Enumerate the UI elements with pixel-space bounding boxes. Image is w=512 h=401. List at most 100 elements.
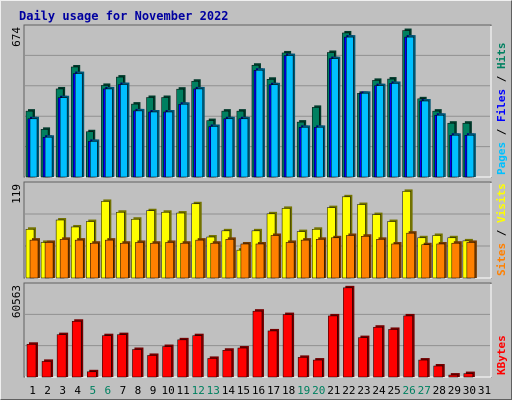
legend-kbytes: KBytes	[495, 335, 508, 375]
x-tick-label: 16	[252, 384, 265, 397]
bar-kbytes	[358, 335, 370, 378]
bar-kbytes	[207, 356, 219, 378]
bar-sites	[255, 241, 266, 279]
bar-kbytes	[403, 313, 415, 378]
x-tick-label: 23	[357, 384, 370, 397]
bar-pages	[150, 110, 160, 178]
bar-pages	[90, 139, 100, 178]
x-tick-label: 4	[74, 384, 81, 397]
legend-entry: Files	[495, 89, 508, 122]
bar-pages	[300, 125, 311, 178]
legend-entry: /	[495, 223, 508, 243]
bar-sites	[74, 238, 86, 279]
x-tick-label: 6	[105, 384, 112, 397]
x-tick-label: 19	[297, 384, 310, 397]
bar-kbytes	[343, 285, 355, 378]
bar-kbytes	[117, 332, 129, 378]
x-tick-label: 18	[282, 384, 295, 397]
bar-sites	[59, 237, 71, 279]
bar-pages	[225, 116, 235, 178]
bar-pages	[255, 68, 265, 178]
x-tick-label: 17	[267, 384, 280, 397]
x-tick-label: 7	[120, 384, 127, 397]
bar-kbytes	[267, 328, 280, 378]
bar-kbytes	[26, 342, 38, 378]
bar-sites	[180, 241, 191, 279]
bar-sites	[150, 241, 161, 279]
bar-kbytes	[328, 313, 340, 378]
bar-kbytes	[192, 333, 204, 378]
x-tick-label: 14	[222, 384, 236, 397]
legend-entry: KBytes	[495, 335, 508, 375]
bar-sites	[44, 240, 56, 279]
bar-kbytes	[448, 373, 460, 378]
bar-pages	[451, 133, 461, 178]
bar-pages	[180, 102, 190, 178]
bar-pages	[135, 108, 145, 178]
bar-pages	[406, 35, 416, 178]
bar-kbytes	[71, 319, 84, 378]
bar-sites	[361, 234, 372, 279]
legend-entry: Hits	[495, 43, 508, 70]
bar-kbytes	[222, 348, 234, 378]
bar-sites	[210, 241, 221, 279]
bar-sites	[391, 241, 402, 279]
bar-kbytes	[463, 371, 475, 378]
bar-sites	[346, 233, 357, 279]
bar-pages	[29, 116, 39, 178]
chart-title: Daily usage for November 2022	[19, 9, 229, 23]
x-tick-label: 30	[463, 384, 476, 397]
bar-kbytes	[388, 327, 400, 378]
bar-pages	[466, 133, 476, 178]
bar-pages	[44, 135, 55, 178]
x-tick-label: 15	[237, 384, 250, 397]
bar-kbytes	[132, 347, 144, 378]
bar-sites	[240, 241, 251, 279]
x-tick-label: 8	[135, 384, 142, 397]
bar-kbytes	[177, 337, 189, 378]
bar-kbytes	[237, 346, 249, 378]
legend-entry: Visits	[495, 183, 508, 223]
bar-pages	[315, 125, 326, 178]
bar-sites	[421, 242, 432, 279]
bar-sites	[376, 237, 387, 279]
bar-pages	[376, 83, 386, 178]
legend-pages_files_hits: Pages / Files / Hits	[495, 43, 508, 176]
x-tick-label: 24	[372, 384, 386, 397]
bar-sites	[315, 237, 327, 279]
x-tick-label: 22	[342, 384, 355, 397]
bar-sites	[466, 240, 477, 279]
x-tick-label: 2	[44, 384, 51, 397]
bar-sites	[300, 238, 312, 279]
bar-kbytes	[252, 309, 264, 378]
legend-entry: Sites	[495, 243, 508, 276]
bar-sites	[270, 233, 282, 279]
bar-pages	[270, 82, 281, 178]
bar-pages	[361, 91, 371, 178]
bar-kbytes	[282, 312, 295, 378]
x-tick-label: 1	[29, 384, 36, 397]
bar-sites	[135, 240, 146, 279]
bar-kbytes	[147, 353, 159, 378]
bar-kbytes	[41, 359, 54, 378]
bar-kbytes	[312, 358, 325, 378]
bar-pages	[436, 113, 446, 178]
bar-sites	[195, 238, 206, 279]
x-tick-label: 28	[433, 384, 446, 397]
bar-pages	[120, 82, 130, 178]
legend-visits_sites: Sites / Visits	[495, 183, 508, 276]
legend-entry: /	[495, 69, 508, 89]
bar-pages	[210, 124, 220, 178]
bar-sites	[120, 241, 131, 279]
bar-sites	[406, 231, 417, 279]
x-tick-label: 21	[327, 384, 340, 397]
max-label-pages_files_hits: 674	[10, 27, 23, 47]
x-tick-label: 3	[59, 384, 66, 397]
bar-pages	[165, 110, 175, 178]
bar-pages	[74, 71, 85, 178]
bar-pages	[391, 81, 401, 178]
bar-pages	[195, 86, 205, 178]
bar-kbytes	[297, 355, 310, 378]
